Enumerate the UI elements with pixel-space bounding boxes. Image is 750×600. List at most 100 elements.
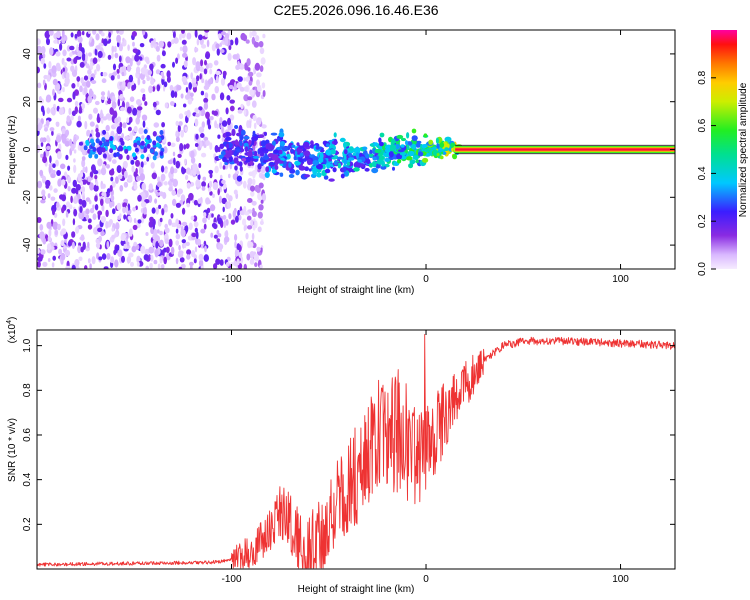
noise-blob <box>61 228 67 235</box>
signal-blob <box>444 147 449 152</box>
noise-blob <box>46 145 51 150</box>
noise-blob <box>179 257 185 263</box>
noise-blob <box>57 178 62 187</box>
noise-blob <box>118 30 124 35</box>
noise-blob <box>116 68 120 74</box>
noise-blob <box>65 72 70 80</box>
snr-xtick-label: 0 <box>423 574 429 585</box>
noise-blob <box>62 218 66 227</box>
noise-blob <box>251 36 256 45</box>
noise-blob <box>53 212 58 218</box>
signal-blob <box>439 155 444 160</box>
noise-blob <box>219 92 225 101</box>
noise-blob <box>210 232 214 238</box>
noise-blob <box>42 194 46 200</box>
noise-blob <box>95 124 99 130</box>
noise-blob <box>109 169 115 176</box>
signal-blob <box>397 149 405 153</box>
noise-blob <box>163 181 168 186</box>
noise-blob <box>70 195 73 204</box>
noise-blob <box>77 245 82 254</box>
noise-blob <box>178 121 183 126</box>
noise-blob <box>216 123 219 129</box>
signal-blob <box>333 132 337 138</box>
noise-blob <box>207 117 211 126</box>
noise-blob <box>200 228 206 234</box>
noise-blob <box>60 163 66 170</box>
noise-blob <box>252 225 256 231</box>
noise-blob <box>136 110 141 119</box>
noise-blob <box>194 246 198 253</box>
noise-blob <box>51 246 55 251</box>
noise-blob <box>39 231 45 240</box>
noise-blob <box>123 170 128 179</box>
noise-blob <box>206 39 210 48</box>
noise-blob <box>76 120 82 128</box>
noise-blob <box>234 234 238 241</box>
signal-blob <box>308 168 312 172</box>
signal-blob <box>347 157 355 161</box>
noise-blob <box>47 258 51 262</box>
noise-blob <box>148 246 154 254</box>
signal-blob <box>124 148 129 154</box>
noise-blob <box>239 210 244 215</box>
noise-blob <box>227 117 231 126</box>
noise-blob <box>254 164 258 173</box>
noise-blob <box>103 266 109 269</box>
signal-blob <box>83 145 88 151</box>
noise-blob <box>186 202 190 208</box>
noise-blob <box>42 261 48 267</box>
noise-blob <box>168 180 172 186</box>
noise-blob <box>144 101 148 106</box>
signal-blob <box>271 168 277 174</box>
noise-blob <box>73 197 78 204</box>
signal-blob <box>395 143 400 150</box>
signal-blob <box>409 150 415 157</box>
noise-blob <box>55 51 61 57</box>
noise-blob <box>209 142 213 151</box>
noise-blob <box>159 256 163 264</box>
signal-blob <box>273 149 279 154</box>
signal-blob <box>421 144 427 149</box>
noise-blob <box>222 215 227 220</box>
signal-blob <box>228 155 233 162</box>
signal-blob <box>295 169 300 176</box>
noise-blob <box>119 213 122 219</box>
noise-blob <box>142 95 146 102</box>
noise-blob <box>213 263 218 269</box>
noise-blob <box>120 106 125 112</box>
noise-blob <box>243 94 249 102</box>
noise-blob <box>149 63 154 71</box>
noise-blob <box>95 45 101 50</box>
noise-blob <box>257 211 263 219</box>
noise-blob <box>46 136 51 143</box>
snr-series-line <box>37 334 675 569</box>
noise-blob <box>123 214 127 220</box>
noise-blob <box>91 256 96 265</box>
noise-blob <box>219 49 225 54</box>
noise-blob <box>140 161 144 169</box>
signal-blob <box>262 155 270 161</box>
noise-blob <box>51 65 57 74</box>
noise-blob <box>172 198 177 206</box>
signal-blob <box>332 167 337 173</box>
colorbar: 0.0 0.2 0.4 0.6 0.8 Normalized spectral ampl… <box>697 30 749 276</box>
noise-blob <box>172 31 176 39</box>
noise-blob <box>114 52 119 59</box>
noise-blob <box>66 97 73 103</box>
signal-blob <box>143 129 148 134</box>
noise-blob <box>242 218 247 226</box>
noise-blob <box>110 153 115 159</box>
noise-blob <box>111 101 117 109</box>
signal-blob <box>225 132 231 137</box>
noise-blob <box>113 249 117 256</box>
signal-blob <box>152 140 157 146</box>
noise-blob <box>217 233 222 238</box>
noise-blob <box>75 184 81 191</box>
noise-blob <box>200 133 205 138</box>
noise-blob <box>219 161 223 170</box>
snr-xlabel: Height of straight line (km) <box>298 584 415 595</box>
signal-blob <box>247 151 253 158</box>
noise-blob <box>71 110 76 117</box>
noise-blob <box>228 173 231 179</box>
